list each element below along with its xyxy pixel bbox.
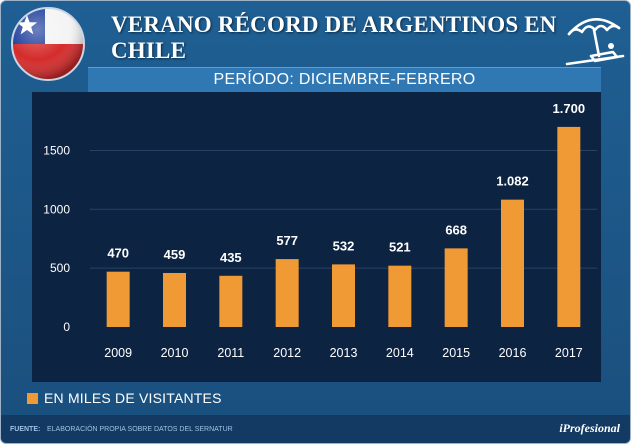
y-tick-label: 500: [50, 261, 70, 275]
legend-swatch: [27, 392, 38, 404]
x-tick-label: 2013: [330, 346, 358, 360]
x-tick-label: 2009: [104, 346, 132, 360]
bar-chart: 0 500 1000 1500 470 2009 459 2010 435 2011 577 2012…: [43, 101, 597, 360]
data-label: 1.082: [496, 174, 529, 189]
data-label: 577: [276, 233, 298, 248]
data-label: 532: [333, 238, 355, 253]
bar: [444, 248, 468, 327]
bar: [557, 126, 581, 327]
plot-area: 0 500 1000 1500 470 2009 459 2010 435 2011 577 2012…: [32, 92, 601, 382]
x-tick-label: 2017: [555, 346, 583, 360]
x-tick-label: 2014: [386, 346, 414, 360]
chart-subtitle: PERÍODO: DICIEMBRE-FEBRERO: [213, 71, 476, 88]
legend: EN MILES DE VISITANTES: [27, 390, 222, 406]
x-tick-label: 2016: [499, 346, 527, 360]
chart-title: VERANO RÉCORD DE ARGENTINOS EN CHILE: [111, 12, 557, 63]
bar: [106, 271, 130, 327]
legend-label: EN MILES DE VISITANTES: [44, 390, 222, 406]
beach-umbrella-icon: [565, 18, 625, 66]
data-label: 470: [107, 246, 129, 261]
footer: FUENTE: ELABORACIÓN PROPIA SOBRE DATOS D…: [1, 415, 630, 443]
bar: [219, 275, 243, 327]
data-label: 1.700: [553, 101, 586, 116]
y-tick-label: 0: [63, 320, 70, 334]
bar: [388, 265, 412, 327]
source-key: FUENTE:: [10, 426, 41, 433]
bar: [163, 272, 186, 327]
bar: [332, 264, 355, 327]
y-tick-label: 1500: [43, 143, 70, 157]
data-label: 668: [445, 222, 467, 237]
x-tick-label: 2015: [442, 346, 470, 360]
source-text: ELABORACIÓN PROPIA SOBRE DATOS DEL SERNA…: [47, 426, 233, 433]
x-tick-label: 2012: [273, 346, 301, 360]
bar: [501, 199, 524, 327]
brand-logo: iProfesional: [559, 421, 620, 435]
subtitle-bar: PERÍODO: DICIEMBRE-FEBRERO: [88, 67, 601, 93]
data-label: 459: [164, 247, 186, 262]
data-label: 435: [220, 250, 242, 265]
header: VERANO RÉCORD DE ARGENTINOS EN CHILE: [1, 1, 630, 81]
bar: [275, 259, 299, 327]
x-tick-label: 2011: [217, 346, 244, 360]
chile-flag-icon: [11, 7, 85, 81]
x-tick-label: 2010: [161, 346, 189, 360]
data-label: 521: [389, 240, 411, 255]
y-tick-label: 1000: [43, 202, 70, 216]
